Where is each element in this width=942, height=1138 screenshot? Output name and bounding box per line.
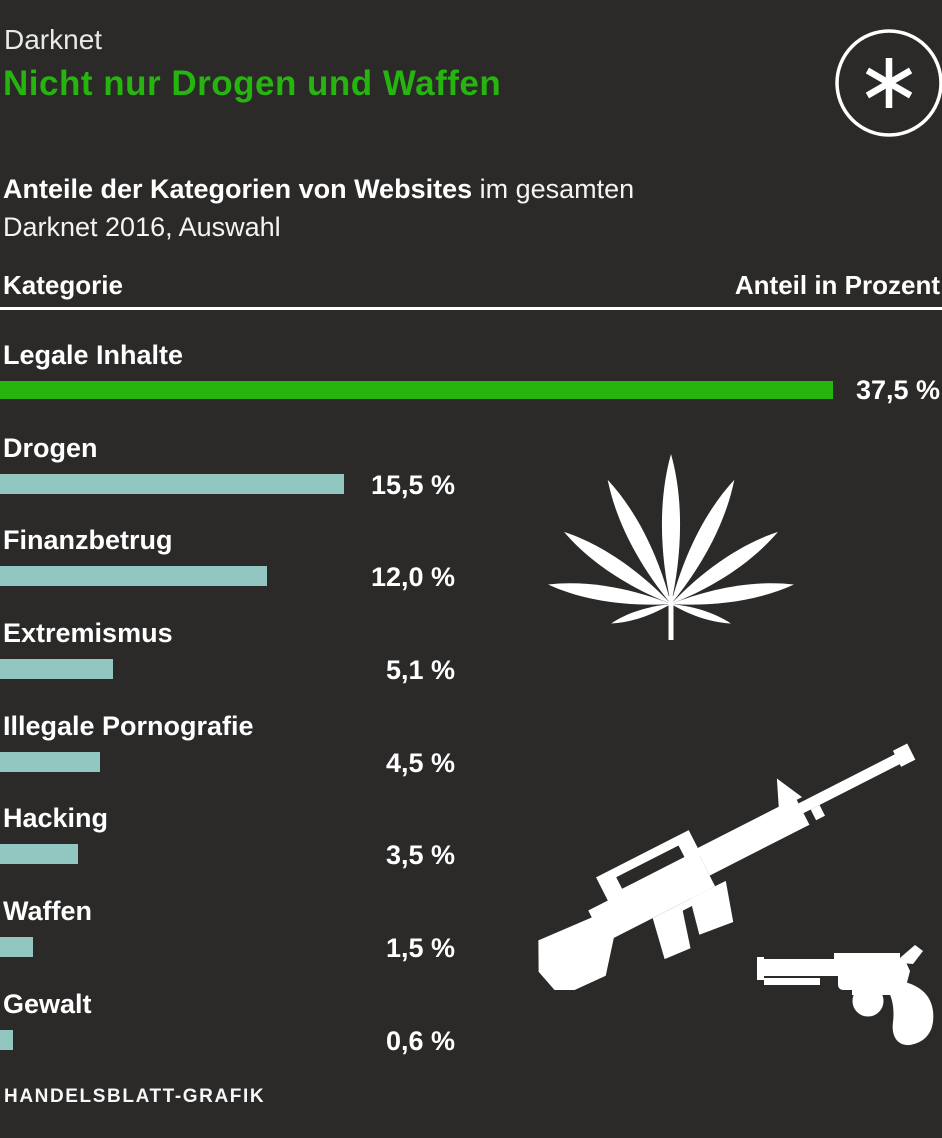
- category-label: Gewalt: [3, 988, 92, 1019]
- bar-chart: Legale Inhalte 37,5 % Drogen 15,5 % Fina…: [0, 333, 942, 1075]
- value-label: 3,5 %: [385, 840, 455, 871]
- category-label: Illegale Pornografie: [3, 710, 254, 741]
- value-label: 15,5 %: [370, 469, 455, 500]
- category-label: Waffen: [3, 896, 92, 927]
- handelsblatt-asterisk-logo-icon: [835, 29, 942, 137]
- assault-rifle-icon: [538, 743, 916, 990]
- header-divider: [0, 307, 942, 310]
- subtitle-line2: Darknet 2016, Auswahl: [3, 212, 281, 242]
- category-label: Legale Inhalte: [3, 340, 184, 370]
- subtitle: Anteile der Kategorien von Websites im g…: [3, 170, 634, 246]
- bar: [0, 381, 833, 399]
- column-header-category: Kategorie: [3, 270, 123, 300]
- chart-row: Extremismus 5,1 %: [0, 611, 942, 704]
- value-label: 1,5 %: [385, 933, 455, 964]
- category-label: Hacking: [3, 803, 109, 834]
- revolver-icon: [757, 945, 934, 1046]
- value-label: 5,1 %: [385, 655, 455, 686]
- chart-row: Illegale Pornografie 4,5 %: [0, 704, 942, 797]
- column-header-share: Anteil in Prozent: [734, 270, 940, 300]
- category-label: Finanzbetrug: [3, 525, 173, 556]
- chart-row: Waffen 1,5 %: [0, 889, 942, 982]
- bar: [0, 566, 267, 587]
- column-headers: Kategorie Anteil in Prozent: [0, 270, 942, 302]
- chart-row: Drogen 15,5 %: [0, 426, 942, 519]
- value-label: 37,5 %: [855, 375, 940, 405]
- category-label: Drogen: [3, 432, 98, 463]
- chart-row: Hacking 3,5 %: [0, 796, 942, 889]
- bar: [0, 473, 344, 494]
- chart-row: Gewalt 0,6 %: [0, 982, 942, 1075]
- subtitle-bold: Anteile der Kategorien von Websites: [3, 174, 473, 204]
- bar: [0, 751, 100, 772]
- page-title: Nicht nur Drogen und Waffen: [3, 64, 502, 103]
- value-label: 12,0 %: [370, 562, 455, 593]
- source-credit: HANDELSBLATT-GRAFIK: [4, 1086, 266, 1107]
- subtitle-rest: im gesamten: [472, 174, 635, 204]
- value-label: 0,6 %: [385, 1025, 455, 1056]
- kicker: Darknet: [4, 24, 103, 55]
- cannabis-leaf-icon: [548, 454, 794, 640]
- bar: [0, 937, 33, 958]
- bar: [0, 659, 113, 680]
- chart-row: Legale Inhalte 37,5 %: [0, 333, 942, 426]
- chart-row: Finanzbetrug 12,0 %: [0, 518, 942, 611]
- bar: [0, 844, 78, 865]
- bar: [0, 1029, 13, 1050]
- value-label: 4,5 %: [385, 747, 455, 778]
- category-label: Extremismus: [3, 618, 173, 649]
